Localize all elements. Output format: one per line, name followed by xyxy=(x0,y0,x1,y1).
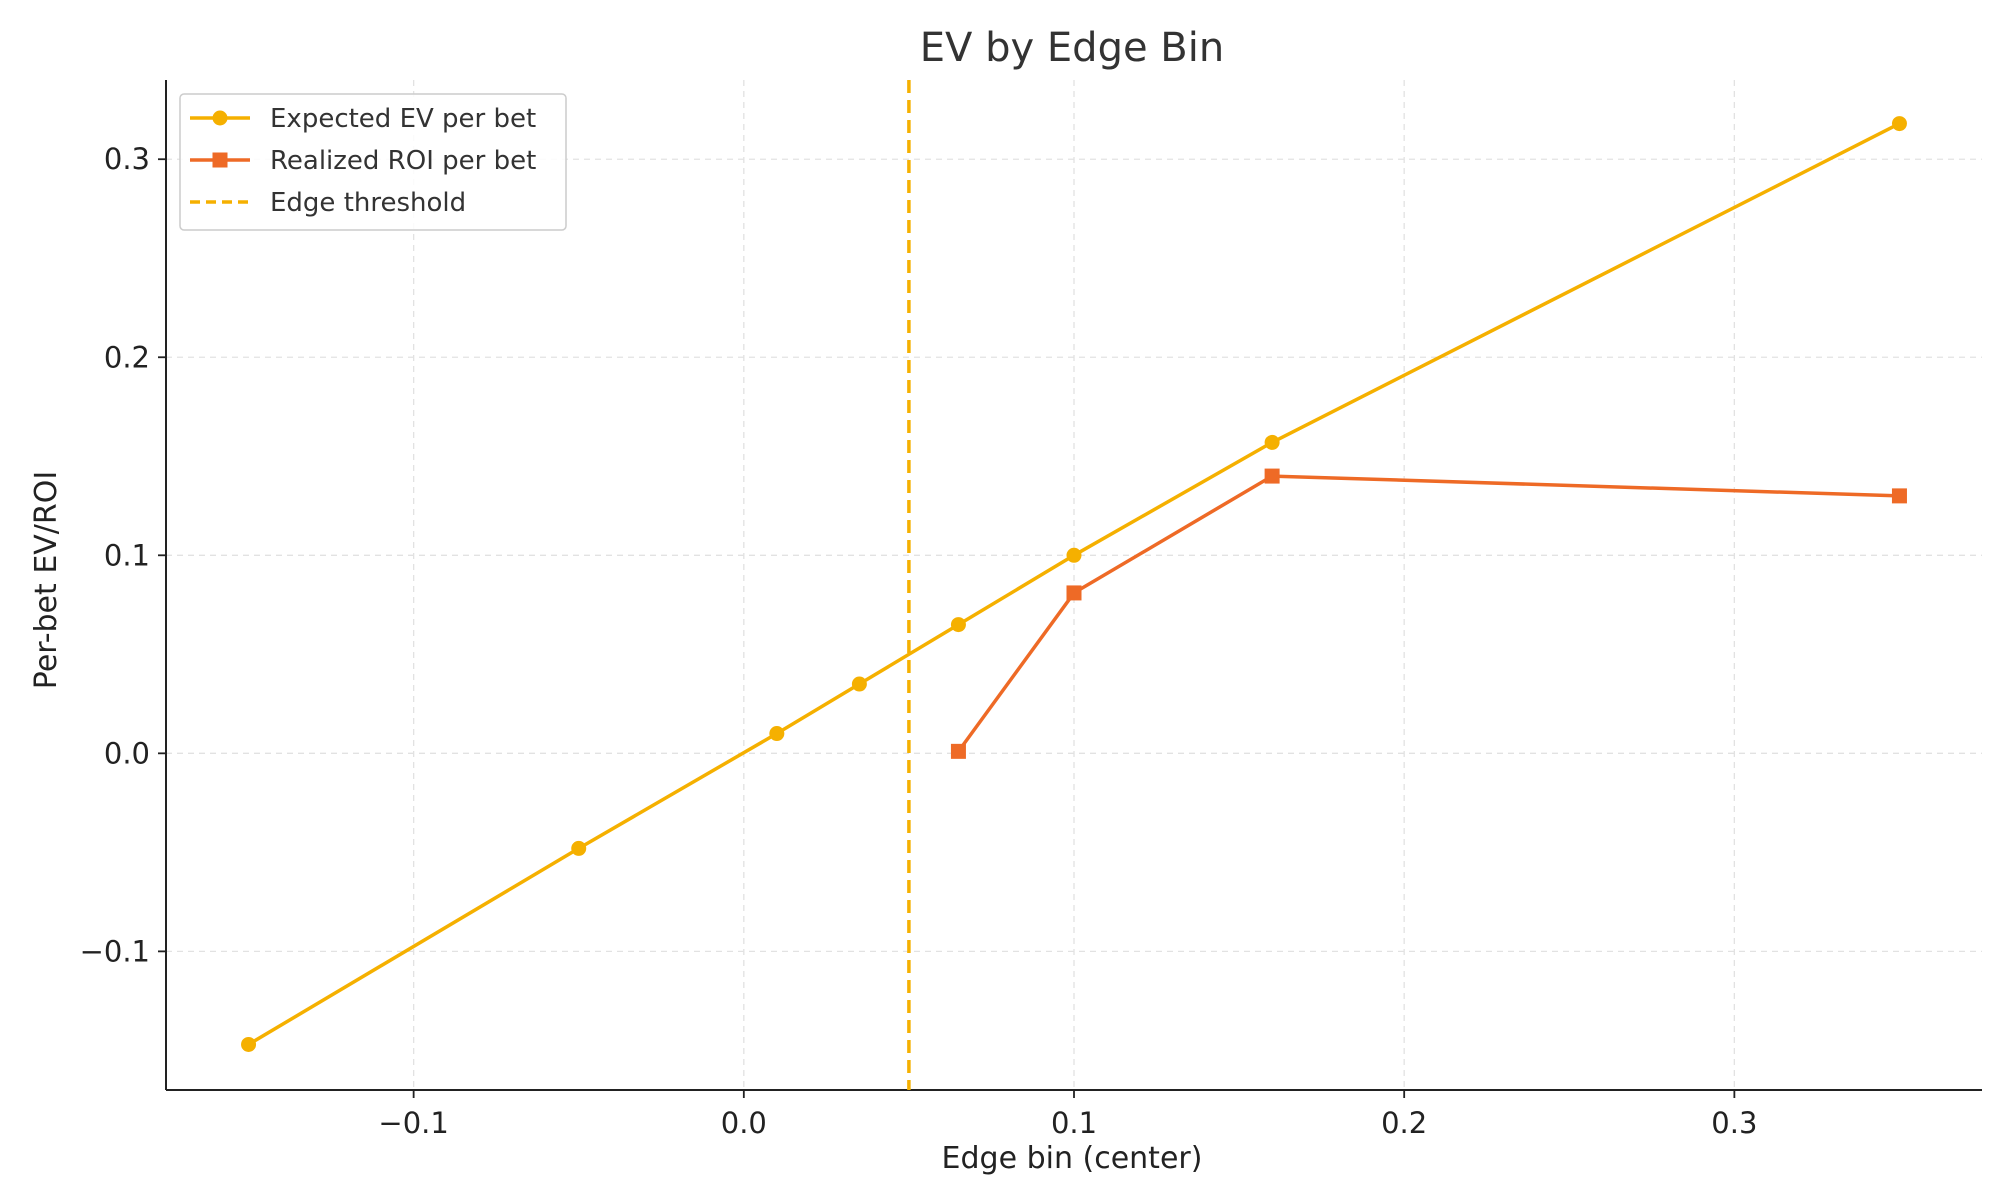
legend-marker-square xyxy=(212,152,228,168)
expected-ev-point xyxy=(1066,547,1082,563)
expected-ev-point xyxy=(950,617,966,633)
legend-label: Expected EV per bet xyxy=(270,104,536,134)
y-tick-label: 0.2 xyxy=(104,340,150,374)
y-tick-label: 0.1 xyxy=(104,538,150,572)
legend-label: Edge threshold xyxy=(270,188,466,218)
expected-ev-point xyxy=(241,1036,257,1052)
expected-ev-line xyxy=(247,122,1901,1046)
realized-roi-point xyxy=(1264,468,1280,484)
y-tick-label: 0.0 xyxy=(104,736,150,770)
y-axis-label: Per-bet EV/ROI xyxy=(29,471,64,689)
y-tick-label: −0.1 xyxy=(80,934,150,968)
realized-roi-point xyxy=(950,743,966,759)
legend-label: Realized ROI per bet xyxy=(270,146,536,176)
expected-ev-point xyxy=(1264,434,1280,450)
grid-lines xyxy=(166,80,1982,1090)
x-tick-label: 0.3 xyxy=(1711,1106,1757,1140)
axes xyxy=(158,80,1982,1098)
legend: Expected EV per bet Realized ROI per bet E… xyxy=(179,93,567,231)
x-tick-label: 0.2 xyxy=(1381,1106,1427,1140)
x-tick-label: 0.1 xyxy=(1051,1106,1097,1140)
x-tick-label: 0.0 xyxy=(721,1106,767,1140)
tick-labels: −0.1 0.0 0.1 0.2 0.3 −0.1 0.0 0.1 0.2 0.3 xyxy=(80,142,1758,1140)
x-tick-label: −0.1 xyxy=(378,1106,448,1140)
y-tick-label: 0.3 xyxy=(104,142,150,176)
x-axis-label: Edge bin (center) xyxy=(942,1141,1203,1176)
expected-ev-point xyxy=(571,840,587,856)
legend-box xyxy=(179,93,567,231)
realized-roi-point xyxy=(1066,585,1082,601)
expected-ev-point xyxy=(851,676,867,692)
expected-ev-point xyxy=(769,726,785,742)
legend-marker-circle xyxy=(212,110,228,126)
series-plot-area xyxy=(241,116,1907,1052)
chart-title: EV by Edge Bin xyxy=(920,25,1224,71)
realized-roi-point xyxy=(1891,488,1907,504)
realized-roi-line xyxy=(957,474,1900,753)
expected-ev-point xyxy=(1891,116,1907,132)
